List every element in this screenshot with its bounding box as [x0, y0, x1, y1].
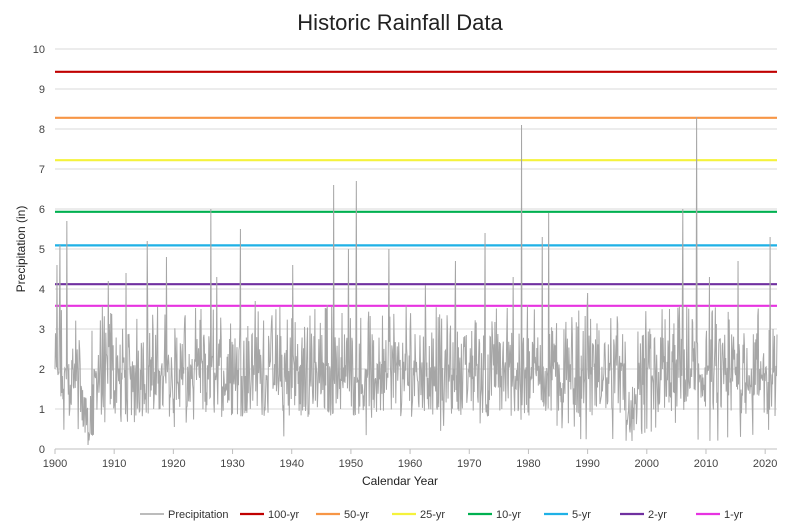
- x-tick-label: 2020: [753, 458, 777, 470]
- y-tick-label: 8: [39, 124, 45, 136]
- legend: Precipitation 100-yr 50-yr 25-yr 10-yr 5-yr 2-…: [140, 509, 743, 521]
- legend-label: Precipitation: [168, 509, 229, 521]
- legend-label: 100-yr: [268, 509, 300, 521]
- precipitation-series: [54, 116, 778, 446]
- y-tick-label: 2: [39, 364, 45, 376]
- y-tick-label: 7: [39, 164, 45, 176]
- y-axis-label: Precipitation (in): [14, 206, 28, 293]
- legend-item-5-yr: 5-yr: [544, 509, 591, 521]
- x-tick-label: 1970: [457, 458, 481, 470]
- legend-label: 5-yr: [572, 509, 591, 521]
- x-tick-label: 1990: [575, 458, 599, 470]
- legend-item-50-yr: 50-yr: [316, 509, 369, 521]
- legend-label: 1-yr: [724, 509, 743, 521]
- y-tick-label: 3: [39, 324, 45, 336]
- legend-label: 10-yr: [496, 509, 521, 521]
- y-tick-label: 9: [39, 84, 45, 96]
- y-tick-label: 1: [39, 404, 45, 416]
- x-tick-label: 2000: [635, 458, 659, 470]
- x-axis-label: Calendar Year: [362, 474, 438, 488]
- x-tick-label: 1900: [43, 458, 67, 470]
- y-tick-label: 0: [39, 444, 45, 456]
- y-tick-label: 4: [39, 284, 45, 296]
- legend-item-2-yr: 2-yr: [620, 509, 667, 521]
- y-tick-label: 10: [33, 44, 45, 56]
- legend-item-100-yr: 100-yr: [240, 509, 300, 521]
- legend-item-Precipitation: Precipitation: [140, 509, 229, 521]
- legend-item-1-yr: 1-yr: [696, 509, 743, 521]
- legend-item-10-yr: 10-yr: [468, 509, 521, 521]
- axes: [54, 448, 777, 454]
- legend-item-25-yr: 25-yr: [392, 509, 445, 521]
- x-tick-label: 1930: [220, 458, 244, 470]
- reference-lines: [55, 70, 777, 307]
- legend-label: 25-yr: [420, 509, 445, 521]
- x-tick-label: 1980: [516, 458, 540, 470]
- y-tick-label: 6: [39, 204, 45, 216]
- legend-label: 50-yr: [344, 509, 369, 521]
- x-tick-label: 1960: [398, 458, 422, 470]
- x-tick-label: 1910: [102, 458, 126, 470]
- y-tick-labels: 0 1 2 3 4 5 6 7 8 9 10: [33, 44, 45, 456]
- x-tick-label: 1950: [339, 458, 363, 470]
- x-tick-label: 1920: [161, 458, 185, 470]
- x-tick-labels: 1900 1910 1920 1930 1940 1950 1960 1970 1980 1990…: [43, 458, 778, 470]
- chart-title: Historic Rainfall Data: [297, 10, 503, 35]
- legend-label: 2-yr: [648, 509, 667, 521]
- precipitation-line: [54, 116, 778, 446]
- x-tick-label: 1940: [279, 458, 303, 470]
- y-tick-label: 5: [39, 244, 45, 256]
- x-tick-label: 2010: [694, 458, 718, 470]
